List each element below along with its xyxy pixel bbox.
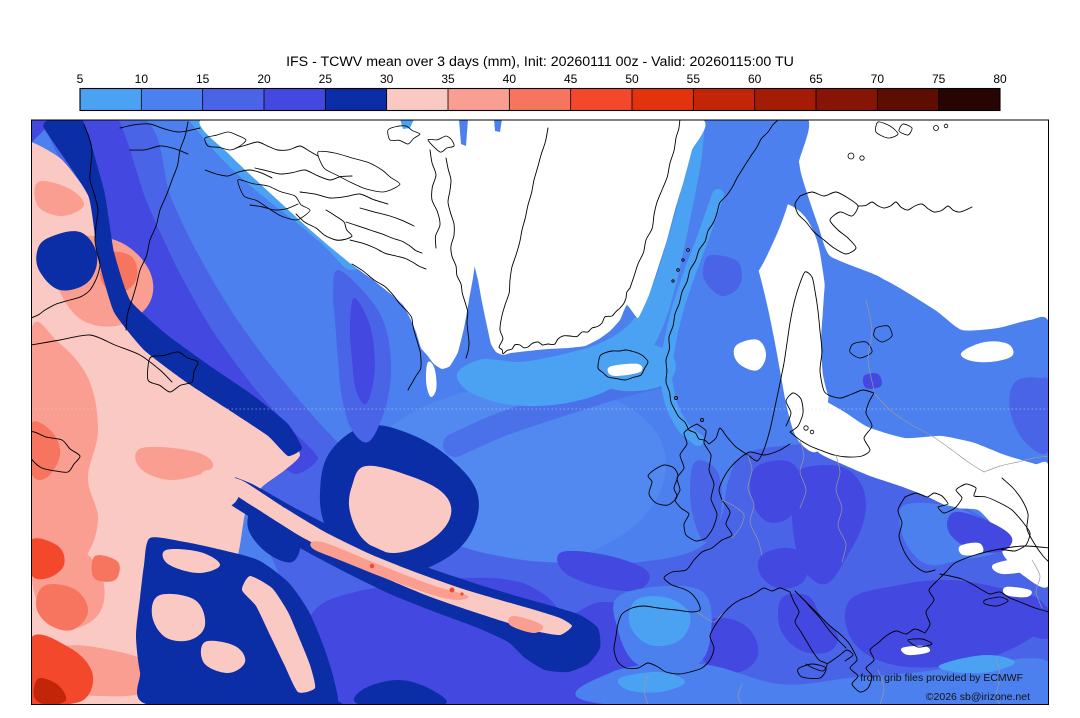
svg-text:50: 50 bbox=[625, 72, 639, 86]
svg-text:40: 40 bbox=[503, 72, 517, 86]
svg-text:25: 25 bbox=[319, 72, 333, 86]
svg-text:©2026 sb@irizone.net: ©2026 sb@irizone.net bbox=[926, 691, 1030, 703]
svg-text:20: 20 bbox=[257, 72, 271, 86]
svg-text:IFS - TCWV mean over 3 days (m: IFS - TCWV mean over 3 days (mm), Init: … bbox=[286, 54, 794, 70]
svg-text:from grib files provided by EC: from grib files provided by ECMWF bbox=[860, 672, 1023, 684]
svg-text:75: 75 bbox=[932, 72, 946, 86]
svg-text:65: 65 bbox=[809, 72, 823, 86]
svg-text:35: 35 bbox=[441, 72, 455, 86]
svg-text:15: 15 bbox=[196, 72, 210, 86]
svg-text:10: 10 bbox=[135, 72, 149, 86]
svg-text:30: 30 bbox=[380, 72, 394, 86]
svg-text:5: 5 bbox=[77, 72, 84, 86]
svg-text:45: 45 bbox=[564, 72, 578, 86]
svg-text:70: 70 bbox=[871, 72, 885, 86]
svg-text:55: 55 bbox=[687, 72, 701, 86]
svg-text:80: 80 bbox=[993, 72, 1007, 86]
svg-text:60: 60 bbox=[748, 72, 762, 86]
